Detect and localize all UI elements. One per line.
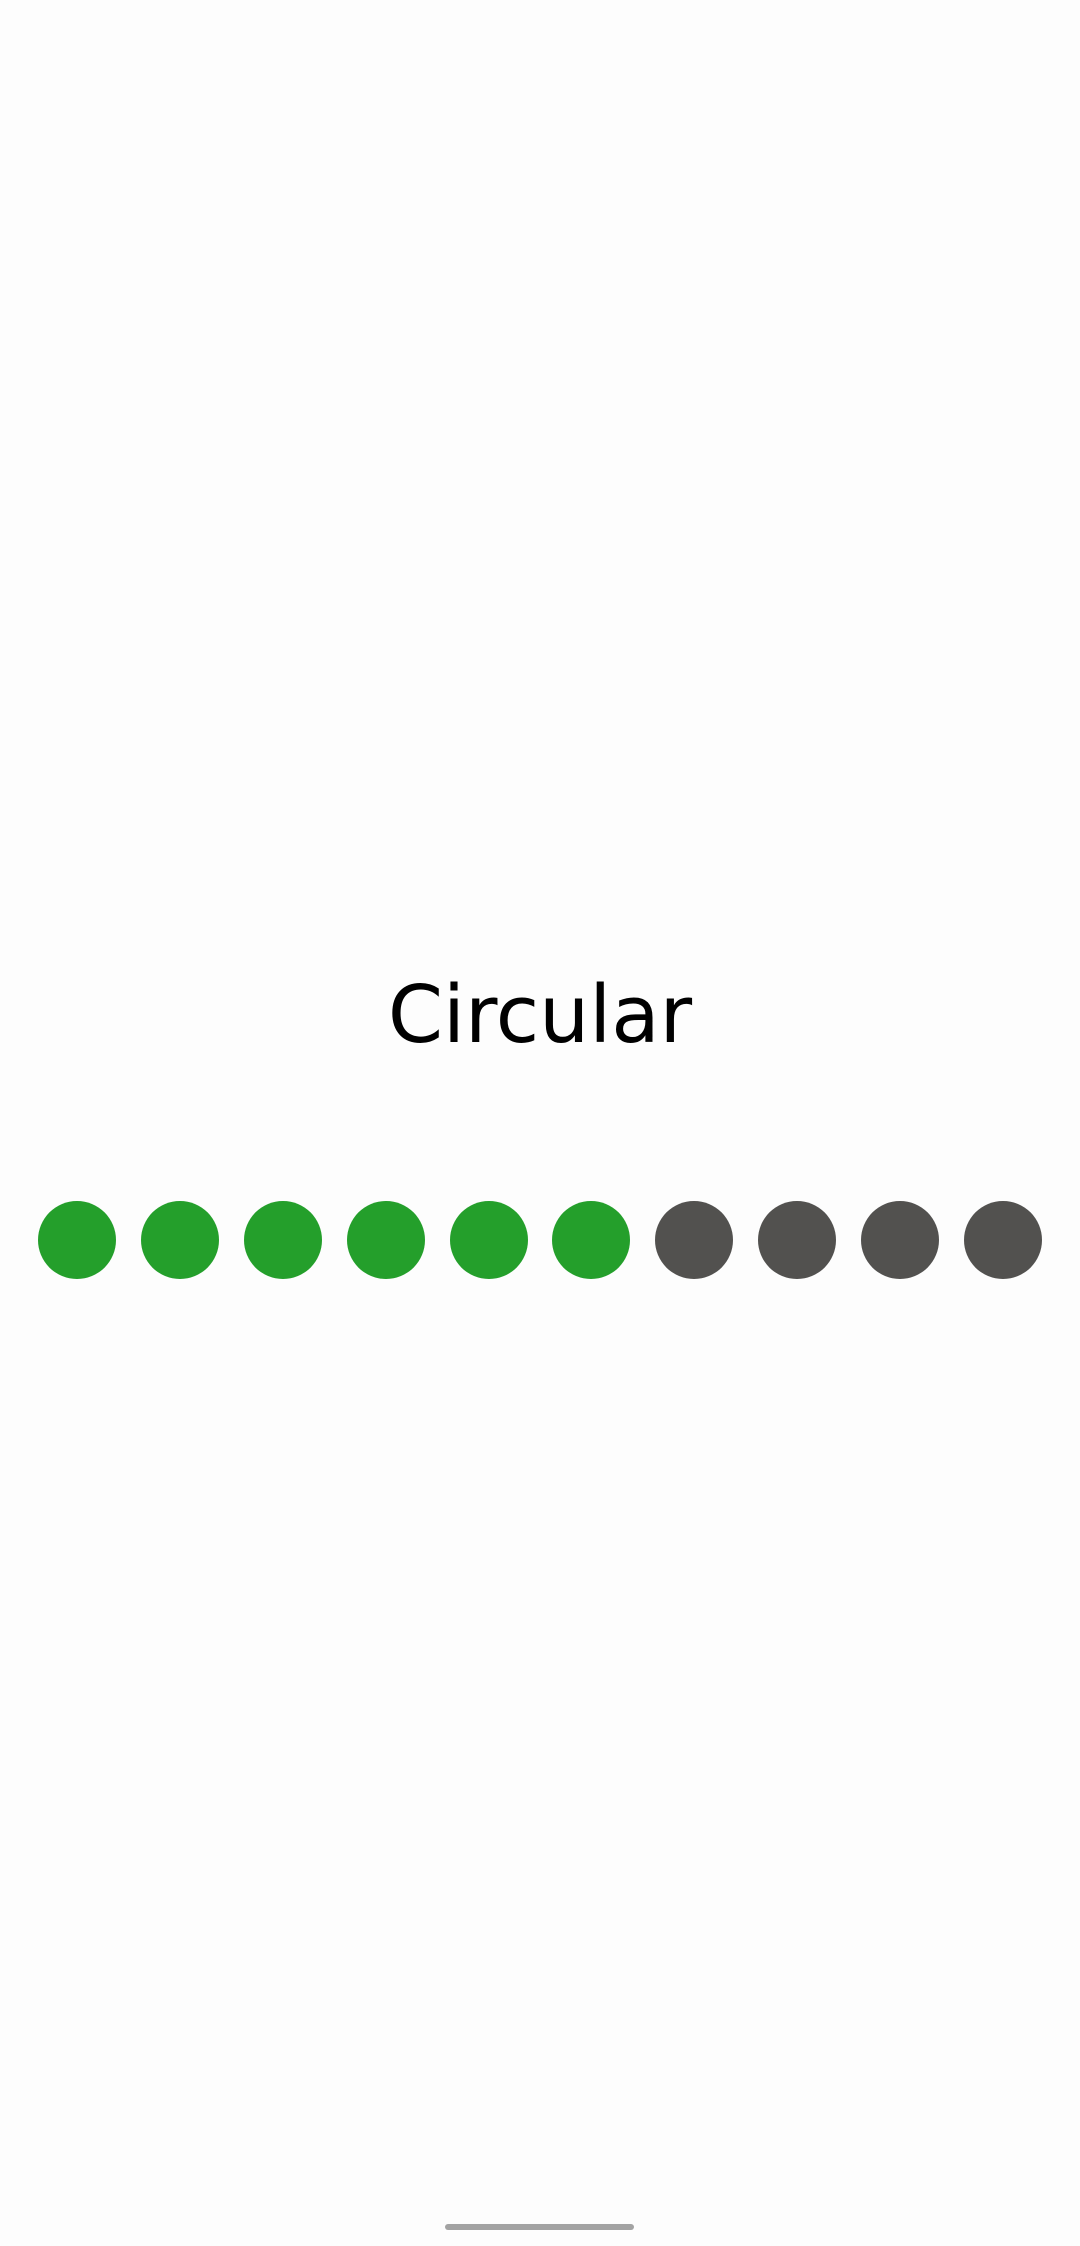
progress-dot-5	[449, 1201, 528, 1279]
progress-dot-3	[243, 1201, 322, 1279]
progress-dot-9	[861, 1201, 939, 1279]
progress-dot-1	[38, 1201, 116, 1279]
progress-dot-6	[552, 1201, 631, 1279]
dot-progress-indicator	[38, 1201, 1042, 1279]
progress-dot-10	[963, 1201, 1042, 1279]
progress-dot-7	[655, 1201, 734, 1279]
progress-dot-2	[140, 1201, 219, 1279]
home-gesture-bar-icon[interactable]	[445, 2224, 634, 2230]
progress-dot-8	[758, 1201, 837, 1279]
progress-dot-4	[346, 1201, 425, 1279]
page-title: Circular	[387, 969, 693, 1061]
